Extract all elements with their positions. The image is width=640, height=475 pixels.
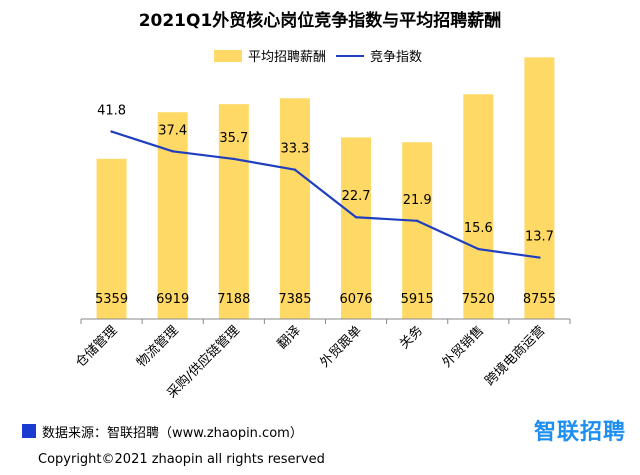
plot-area: 5359 6919 7188 7385 6076 5915 7520 8755 41.8 37.4… [73,57,571,401]
line-value-label: 33.3 [280,142,309,157]
bar [341,137,372,319]
category-label: 外贸销售 [439,323,487,371]
bar-value-label: 7520 [462,292,495,307]
source-text: 数据来源：智联招聘（www.zhaopin.com） [42,425,303,441]
legend-label-salary: 平均招聘薪酬 [248,50,326,65]
competition-line [111,130,540,259]
category-label: 关务 [396,323,426,353]
bar [463,94,494,319]
legend: 平均招聘薪酬 竞争指数 [214,49,422,65]
line-point [538,256,541,259]
copyright-text: Copyright©2021 zhaopin all rights reserv… [38,452,325,467]
source-note: 数据来源：智联招聘（www.zhaopin.com） [22,420,303,442]
source-marker [22,424,36,438]
category-label: 外贸跟单 [318,323,365,370]
bar-value-label: 8755 [523,292,556,307]
line-value-label: 15.6 [464,221,493,236]
category-label: 跨境电商运营 [482,323,548,389]
chart-title: 2021Q1外贸核心岗位竞争指数与平均招聘薪酬 [139,10,502,31]
line-point [293,168,297,171]
legend-swatch-salary [214,50,242,62]
legend-label-competition: 竞争指数 [370,49,422,65]
bar-value-label: 7188 [217,292,250,307]
line-value-label: 21.9 [403,193,432,208]
line-value-label: 37.4 [158,123,187,138]
bar [157,112,188,319]
line-point [477,247,480,251]
line-value-label: 35.7 [219,131,248,146]
bar-value-label: 5915 [401,292,434,307]
bar [96,158,127,319]
bar-value-label: 5359 [95,292,128,307]
bar [218,104,249,320]
line-point [415,219,419,223]
line-value-label: 41.8 [97,104,126,119]
bar-value-label: 7385 [278,292,311,307]
line-point [110,130,113,133]
line-point [232,157,236,161]
bar-value-label: 6919 [156,292,189,307]
line-value-label: 22.7 [342,189,371,204]
brand-logo: 智联招聘 [533,420,626,445]
bar [279,98,310,319]
category-label: 翻译 [275,323,304,352]
line-point [354,216,358,219]
bar [524,57,555,319]
line-point [171,150,174,153]
line-value-label: 13.7 [525,230,554,245]
category-label: 物流管理 [134,323,181,370]
bar-value-label: 6076 [340,292,373,307]
bar [402,142,433,319]
category-label: 仓储管理 [73,323,120,370]
